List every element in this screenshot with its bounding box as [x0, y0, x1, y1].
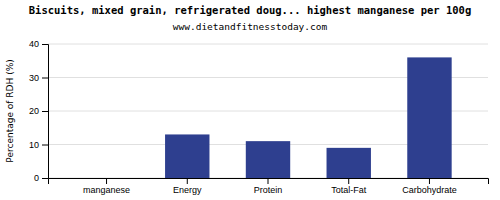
tick-mark: [268, 178, 269, 184]
bar: [84, 178, 128, 179]
bar: [327, 148, 371, 178]
x-axis: manganese Energy Protein Total-Fat Carbohydr…: [49, 178, 489, 195]
tick: 0: [34, 173, 48, 183]
tick-label: manganese: [83, 185, 130, 195]
tick-mark: [42, 78, 48, 79]
y-axis: 0 10 20 30 40: [29, 39, 49, 183]
tick: manganese: [83, 178, 130, 195]
subtitle: www.dietandfitnesstoday.com: [173, 21, 328, 32]
tick-mark: [42, 145, 48, 146]
bar: [165, 134, 209, 178]
tick-label: 40: [29, 39, 39, 49]
bar: [246, 141, 290, 178]
tick-label: 30: [29, 73, 39, 83]
tick: Energy: [173, 178, 202, 195]
plot: manganese Energy Protein Total-Fat Carbohydr…: [29, 39, 489, 195]
title: Biscuits, mixed grain, refrigerated doug…: [29, 4, 472, 16]
tick-mark: [42, 44, 48, 45]
tick: Protein: [254, 178, 283, 195]
tick: 40: [29, 39, 48, 49]
tick-mark: [187, 178, 188, 184]
tick-mark: [42, 111, 48, 112]
axis-line: [42, 45, 49, 179]
tick-label: 0: [34, 173, 39, 183]
grid-line: [48, 44, 488, 45]
tick-mark: [42, 178, 48, 179]
tick-label: Protein: [254, 185, 283, 195]
tick-mark: [429, 178, 430, 184]
tick-label: Energy: [173, 185, 202, 195]
bar: [407, 57, 451, 178]
tick: 20: [29, 106, 48, 116]
axis-line: [49, 179, 489, 185]
tick-mark: [348, 178, 349, 184]
chart: Biscuits, mixed grain, refrigerated doug…: [0, 0, 500, 200]
tick: Total-Fat: [331, 178, 367, 195]
tick: Carbohydrate: [402, 178, 457, 195]
y-axis-title: Percentage of RDH (%): [5, 59, 15, 162]
bars: [165, 57, 452, 178]
tick-label: Total-Fat: [331, 185, 367, 195]
grid: [48, 44, 488, 178]
tick: 10: [29, 140, 48, 150]
tick-label: Carbohydrate: [402, 185, 457, 195]
tick-label: 10: [29, 140, 39, 150]
tick: 30: [29, 73, 48, 83]
tick-label: 20: [29, 106, 39, 116]
tick-mark: [106, 178, 107, 184]
